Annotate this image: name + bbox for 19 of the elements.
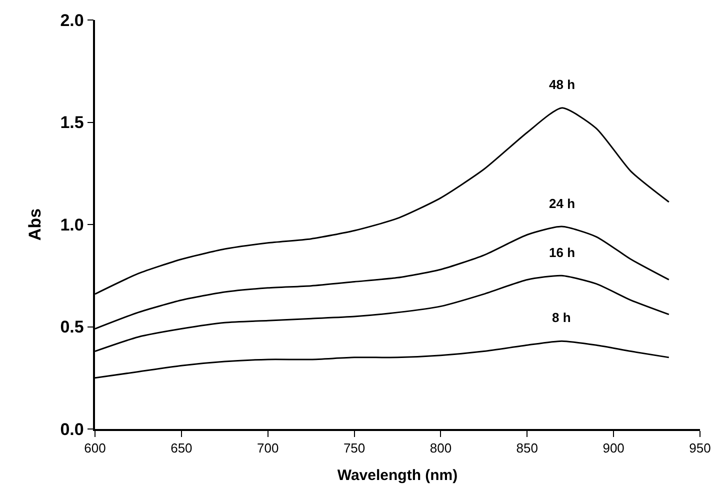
y-tick-label: 0.0: [60, 420, 84, 439]
y-tick-label: 0.5: [60, 318, 84, 337]
y-tick-label: 2.0: [60, 10, 84, 30]
x-axis-title: Wavelength (nm): [337, 466, 458, 484]
x-tick-label: 850: [516, 440, 538, 456]
x-tick-label: 750: [343, 440, 366, 456]
y-axis-title: Abs: [25, 208, 44, 241]
x-tick-label: 950: [689, 440, 711, 456]
x-tick-label: 800: [430, 440, 452, 456]
x-tick-label: 900: [602, 440, 624, 456]
series-label: 8 h: [552, 310, 571, 325]
series-label: 24 h: [549, 196, 576, 211]
series-label: 16 h: [549, 245, 576, 260]
series-label: 48 h: [549, 77, 576, 92]
y-tick-label: 1.5: [60, 113, 84, 132]
x-tick-label: 700: [257, 440, 279, 456]
y-tick-label: 1.0: [60, 215, 84, 234]
x-tick-label: 650: [170, 440, 192, 456]
x-tick-label: 600: [84, 440, 106, 456]
